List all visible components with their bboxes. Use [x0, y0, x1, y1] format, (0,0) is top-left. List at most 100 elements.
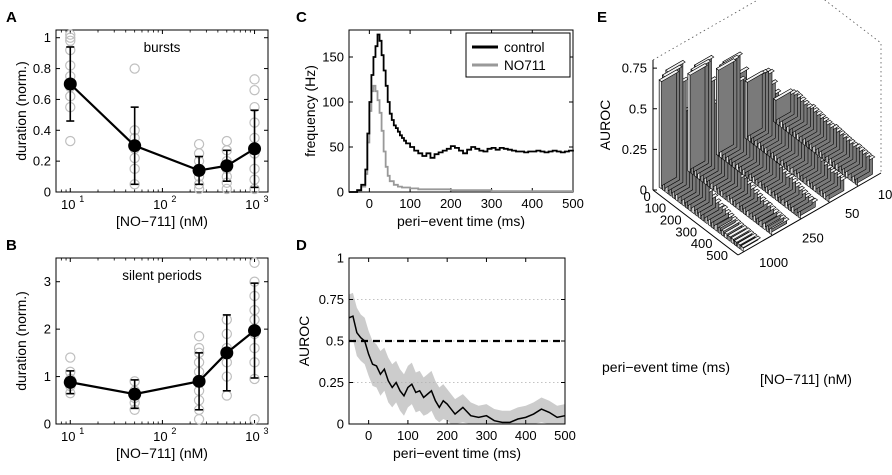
- mean-point: [192, 163, 206, 177]
- mean-point: [128, 139, 142, 153]
- bar-top-face: [744, 70, 765, 83]
- mean-point: [192, 374, 206, 388]
- individual-point: [249, 257, 260, 268]
- bar-front-face: [658, 79, 662, 190]
- x-tick-label: 10: [245, 429, 259, 444]
- y-tick-label: 1: [44, 369, 51, 384]
- individual-point: [221, 183, 233, 195]
- z-tick-label: 0.5: [629, 101, 647, 116]
- individual-point: [65, 29, 76, 40]
- mean-point: [220, 346, 234, 360]
- histogram-line-no711: [349, 84, 573, 193]
- mean-point: [248, 142, 262, 156]
- x-tick-exponent: 3: [264, 194, 269, 204]
- x-tick-label: 300: [476, 428, 498, 443]
- individual-point: [249, 74, 260, 85]
- y-tick-label: 0: [44, 417, 51, 432]
- time-tick-label: 0: [643, 189, 650, 204]
- x-tick-label: 200: [436, 428, 458, 443]
- y-tick-label: 0.5: [326, 334, 344, 349]
- mean-point: [128, 387, 142, 401]
- x-tick-label: 400: [515, 428, 537, 443]
- x-tick-label: 10: [61, 429, 75, 444]
- bar-top-face: [658, 69, 680, 82]
- x-tick-exponent: 3: [264, 426, 269, 436]
- y-tick-label: 0.75: [319, 292, 344, 307]
- y-tick-label: 0: [44, 185, 51, 200]
- y-tick-label: 1: [44, 30, 51, 45]
- x-tick-exponent: 2: [171, 426, 176, 436]
- individual-point: [65, 32, 76, 43]
- panel-letter-c: C: [296, 9, 307, 26]
- x-axis-label: peri−event time (ms): [397, 213, 525, 229]
- x-tick-label: 10: [245, 197, 259, 212]
- panel-b-chart: 0 1 2 3 10 1 10 2 10 3 [NO−711] (nM) duration (norm…: [13, 257, 269, 461]
- time-tick-label: 100: [644, 201, 666, 216]
- time-axis: [652, 189, 739, 256]
- legend-label: NO711: [504, 58, 546, 73]
- z-tick-label: 0.75: [622, 61, 647, 76]
- bar-front-face: [687, 72, 691, 173]
- x-tick-label: 0: [365, 428, 372, 443]
- box-edge: [652, 0, 759, 61]
- y-tick-label: 0.25: [319, 375, 344, 390]
- y-tick-label: 0.8: [33, 61, 51, 76]
- panel-letter-a: A: [6, 9, 17, 26]
- x-axis-label: [NO−711] (nM): [116, 445, 208, 461]
- panel-c-chart: 0 50 100 150 0 100 200 300 400 500 peri−event time…: [302, 29, 584, 229]
- y-tick-label: 0.6: [33, 92, 51, 107]
- histogram-line-control: [349, 33, 574, 193]
- x-tick-label: 100: [397, 428, 419, 443]
- x-tick-exponent: 1: [79, 194, 84, 204]
- x-tick-label: 500: [554, 428, 576, 443]
- y-axis-label: duration (norm.): [13, 291, 29, 391]
- x-tick-label: 10: [153, 197, 167, 212]
- individual-point: [65, 35, 76, 47]
- panel-letter-e: E: [597, 9, 607, 26]
- panel-title: silent periods: [122, 268, 202, 283]
- bar-front-face: [744, 80, 748, 141]
- bar-top-face: [773, 88, 794, 101]
- bar-top-face: [740, 235, 761, 248]
- individual-point: [221, 135, 233, 147]
- panel-letter-b: B: [6, 237, 17, 254]
- x-tick-label: 10: [61, 197, 75, 212]
- z-tick-label: 0.25: [622, 142, 647, 157]
- auroc-line: [348, 315, 566, 424]
- y-tick-label: 0: [337, 185, 344, 200]
- individual-point: [129, 63, 140, 74]
- panel-letter-d: D: [296, 237, 307, 254]
- y-tick-label: 50: [330, 140, 344, 155]
- x-tick-label: 300: [481, 196, 503, 211]
- conc-axis: [737, 172, 882, 256]
- x-tick-label: 0: [366, 196, 373, 211]
- legend-box: [465, 32, 571, 78]
- individual-point: [193, 331, 205, 342]
- conc-tick-label: 10: [878, 187, 892, 202]
- x-tick-exponent: 1: [79, 426, 84, 436]
- individual-point: [65, 352, 76, 363]
- individual-point: [193, 138, 205, 150]
- time-axis-label: peri−event time (ms): [602, 359, 730, 375]
- conc-tick-label: 50: [845, 206, 859, 221]
- x-tick-label: 200: [440, 196, 462, 211]
- y-tick-label: 1: [337, 251, 344, 266]
- box-edge: [824, 0, 882, 173]
- y-axis-label: frequency (Hz): [302, 65, 318, 157]
- individual-point: [193, 414, 205, 425]
- y-axis-label: duration (norm.): [13, 61, 29, 161]
- time-tick-label: 500: [706, 248, 728, 263]
- x-tick-label: 500: [562, 196, 584, 211]
- z-tick-label: 0: [640, 183, 647, 198]
- axes-frame: [348, 29, 574, 193]
- y-tick-label: 0.2: [33, 154, 51, 169]
- time-tick-label: 300: [675, 224, 697, 239]
- y-tick-label: 150: [322, 50, 344, 65]
- conc-tick-label: 1000: [759, 255, 788, 270]
- individual-point: [249, 414, 260, 425]
- panel-d-chart: 0 0.25 0.5 0.75 1 0 100 200 300 400 500 peri−event …: [296, 251, 576, 462]
- panel-a-chart: 0 0.2 0.4 0.6 0.8 1 10 1 10 2 10 3 [NO−711] (nM) dura…: [13, 29, 269, 229]
- mean-point: [63, 77, 77, 91]
